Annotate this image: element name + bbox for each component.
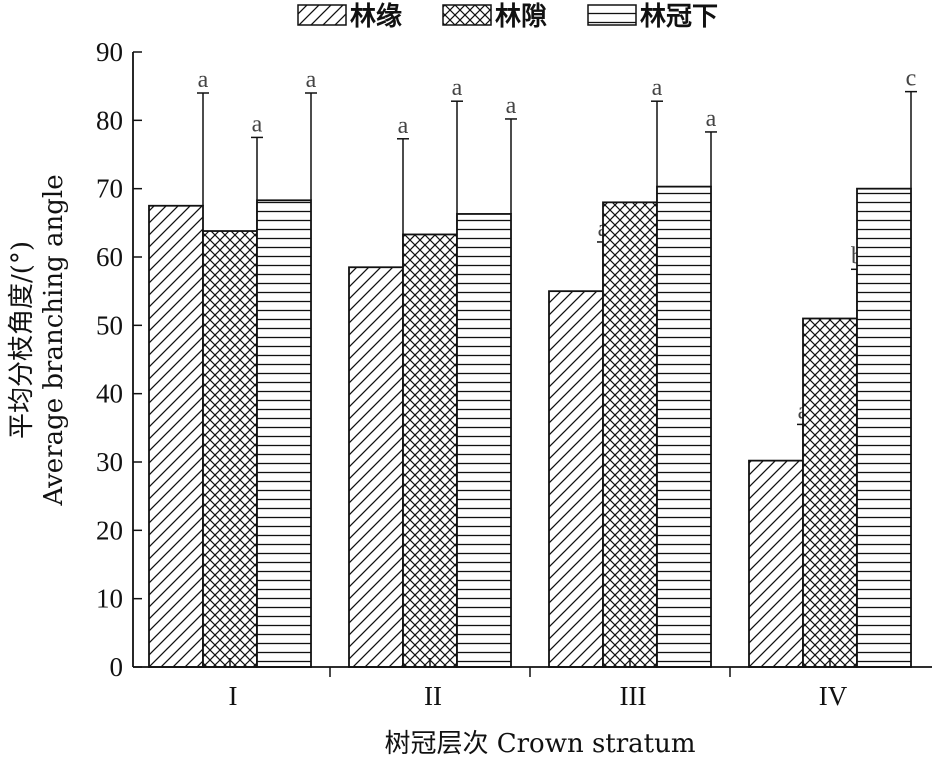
- legend-label: 林冠下: [640, 2, 718, 32]
- bar-diagonal-I: [148, 204, 204, 668]
- bar-horizontal-I: [256, 199, 312, 668]
- y-tick-label: 80: [96, 105, 123, 135]
- bar-horizontal-III: [656, 185, 712, 668]
- significance-label: a: [306, 67, 317, 93]
- y-tick-label: 10: [96, 584, 123, 614]
- y-tick-label: 50: [96, 310, 123, 340]
- y-tick-label: 60: [96, 242, 123, 272]
- bar-horizontal-II: [456, 213, 512, 668]
- plot-area: aaaaaaabaaac: [148, 66, 917, 668]
- y-tick-label: 20: [96, 515, 123, 545]
- x-tick-label: I: [229, 681, 238, 711]
- bar-crosshatch-IV: [802, 317, 858, 668]
- y-tick-label: 30: [96, 447, 123, 477]
- y-tick-label: 0: [110, 652, 124, 682]
- bar-diagonal-IV: [748, 459, 804, 668]
- y-axis-title: 平均分枝角度/(°) Average branching angle: [7, 174, 69, 506]
- legend-label: 林缘: [350, 2, 402, 32]
- bar-horizontal-IV: [856, 187, 912, 668]
- y-tick-label: 40: [96, 379, 123, 409]
- bar-crosshatch-III: [602, 201, 658, 668]
- x-axis-title: 树冠层次 Crown stratum: [384, 729, 695, 757]
- legend-swatch-diagonal: [297, 4, 347, 26]
- significance-label: c: [906, 66, 917, 92]
- y-tick-label: 90: [96, 37, 123, 67]
- x-tick-label: II: [424, 681, 442, 711]
- bar-crosshatch-I: [202, 230, 258, 668]
- legend-label: 林隙: [495, 2, 547, 32]
- significance-label: a: [252, 111, 263, 137]
- legend-swatch-crosshatch: [442, 4, 492, 26]
- significance-label: a: [398, 113, 409, 139]
- significance-label: a: [198, 67, 209, 93]
- bar-diagonal-III: [548, 290, 604, 668]
- y-axis-title-line2: Average branching angle: [39, 174, 69, 506]
- bar-crosshatch-II: [402, 233, 458, 668]
- significance-label: a: [652, 75, 663, 101]
- significance-label: a: [452, 75, 463, 101]
- bar-diagonal-II: [348, 266, 404, 668]
- significance-label: a: [506, 93, 517, 119]
- significance-label: a: [706, 106, 717, 132]
- y-tick-label: 70: [96, 174, 123, 204]
- legend: 林缘 林隙 林冠下: [297, 2, 718, 32]
- x-tick-label: IV: [819, 681, 848, 711]
- y-axis-title-line1: 平均分枝角度/(°): [7, 241, 37, 439]
- legend-swatch-horizontal: [587, 4, 637, 26]
- x-tick-label: III: [620, 681, 647, 711]
